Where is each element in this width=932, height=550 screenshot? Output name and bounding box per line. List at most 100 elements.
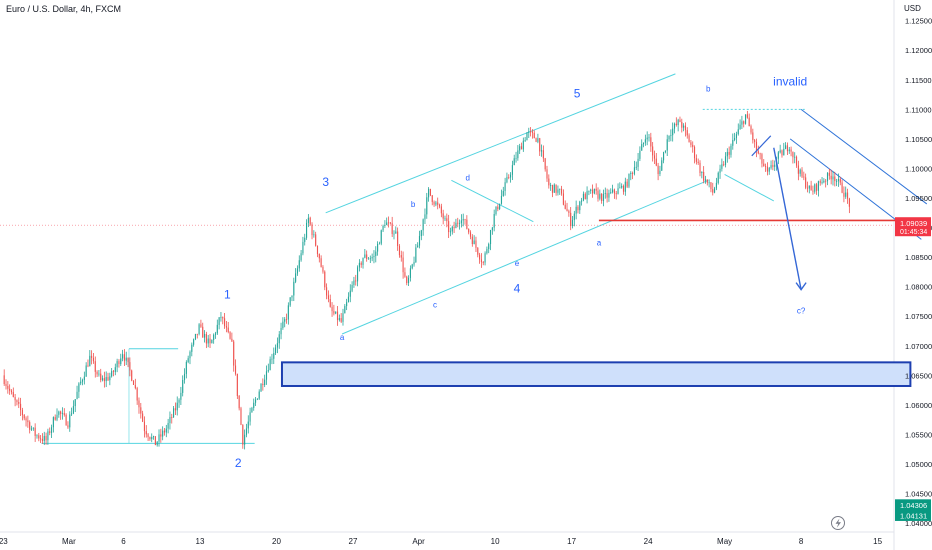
x-tick-label: Apr bbox=[412, 537, 425, 546]
candle-body bbox=[147, 434, 149, 438]
candle-body bbox=[428, 188, 430, 198]
candle-body bbox=[211, 339, 213, 344]
countdown-label: 01:45:34 bbox=[900, 229, 927, 236]
channel-lines-layer bbox=[0, 73, 928, 444]
candle-body bbox=[389, 222, 391, 224]
candle-body bbox=[327, 295, 329, 300]
y-tick-label: 1.08000 bbox=[905, 283, 932, 292]
candle-body bbox=[531, 131, 533, 133]
candle-body bbox=[564, 204, 566, 209]
candle-body bbox=[695, 158, 697, 162]
candle-body bbox=[825, 180, 827, 182]
candle-body bbox=[708, 182, 710, 184]
candle-body bbox=[163, 430, 166, 433]
candle-body bbox=[134, 384, 136, 389]
symbol-title[interactable]: Euro / U.S. Dollar, 4h, FXCM bbox=[6, 4, 122, 14]
candle-body bbox=[360, 262, 362, 265]
trend-channel-line bbox=[724, 173, 775, 202]
candle-body bbox=[72, 406, 74, 414]
candle-body bbox=[378, 243, 380, 245]
candle-body bbox=[349, 290, 351, 297]
candle-body bbox=[395, 231, 397, 234]
candle-body bbox=[584, 193, 586, 200]
candle-body bbox=[823, 180, 825, 183]
candle-body bbox=[684, 125, 687, 131]
candle-body bbox=[413, 262, 415, 265]
candle-body bbox=[380, 230, 382, 244]
candle-body bbox=[540, 150, 543, 152]
candle-body bbox=[730, 145, 732, 155]
lightning-icon[interactable] bbox=[831, 516, 845, 530]
candle-body bbox=[588, 190, 590, 192]
candle-body bbox=[216, 324, 218, 334]
candle-body bbox=[295, 273, 297, 282]
candle-body bbox=[276, 343, 278, 348]
time-axis[interactable]: 23 Mar 6 13 20 27 Apr 10 17 24 May 8 15 bbox=[0, 537, 883, 546]
candle-body bbox=[848, 198, 850, 207]
candle-body bbox=[71, 413, 73, 415]
candle-body bbox=[750, 126, 752, 133]
currency-label: USD bbox=[904, 4, 921, 13]
candle-body bbox=[617, 188, 619, 194]
candle-body bbox=[313, 234, 315, 236]
candle-body bbox=[846, 192, 849, 199]
candle-body bbox=[30, 428, 33, 430]
candle-body bbox=[692, 144, 694, 147]
y-tick-label: 1.10500 bbox=[905, 135, 932, 144]
candle-body bbox=[151, 437, 153, 440]
candle-body bbox=[362, 257, 364, 265]
candle-body bbox=[806, 187, 809, 189]
candle-body bbox=[781, 150, 783, 156]
candle-body bbox=[710, 182, 712, 190]
candle-body bbox=[743, 121, 745, 124]
candle-body bbox=[701, 171, 703, 174]
candle-body bbox=[839, 179, 841, 183]
candle-body bbox=[739, 124, 741, 130]
candle-body bbox=[21, 410, 23, 415]
candle-body bbox=[464, 219, 466, 221]
candle-body bbox=[508, 177, 510, 178]
candle-body bbox=[420, 230, 422, 237]
candle-body bbox=[145, 431, 147, 435]
candle-body bbox=[659, 170, 661, 175]
candle-body bbox=[122, 354, 124, 359]
candle-body bbox=[792, 151, 794, 158]
candle-body bbox=[229, 332, 231, 339]
candle-body bbox=[515, 158, 517, 159]
candle-body bbox=[205, 333, 207, 344]
candle-body bbox=[114, 367, 116, 372]
candle-body bbox=[45, 435, 47, 441]
annotations-layer: 1 2 3 4 5 invalid a b c d e a b c? bbox=[224, 75, 807, 470]
candle-body bbox=[152, 436, 155, 438]
candle-body bbox=[132, 380, 135, 385]
candle-body bbox=[366, 254, 368, 259]
candle-body bbox=[551, 185, 554, 193]
candle-body bbox=[254, 399, 257, 403]
y-tick-label: 1.09500 bbox=[905, 194, 932, 203]
trend-channel-line bbox=[800, 108, 928, 205]
candle-body bbox=[670, 135, 672, 136]
candle-body bbox=[81, 379, 84, 382]
candle-body bbox=[209, 338, 211, 344]
candle-body bbox=[593, 188, 595, 194]
candle-body bbox=[497, 206, 499, 210]
candle-body bbox=[160, 434, 162, 437]
candle-body bbox=[819, 181, 821, 183]
candle-body bbox=[251, 407, 253, 413]
x-tick-label: 27 bbox=[349, 537, 358, 546]
y-tick-label: 1.10000 bbox=[905, 164, 932, 173]
price-axis[interactable]: 1.12500 1.12000 1.11500 1.11000 1.10500 1.100… bbox=[905, 17, 932, 528]
candle-body bbox=[56, 414, 58, 420]
candle-body bbox=[256, 398, 258, 400]
candle-body bbox=[233, 341, 235, 366]
candle-body bbox=[369, 258, 371, 260]
candle-body bbox=[550, 185, 552, 186]
candle-body bbox=[444, 218, 446, 220]
candle-body bbox=[586, 191, 588, 200]
candle-body bbox=[568, 211, 570, 213]
candle-body bbox=[650, 137, 652, 147]
candle-body bbox=[280, 327, 282, 335]
candle-body bbox=[36, 435, 38, 437]
